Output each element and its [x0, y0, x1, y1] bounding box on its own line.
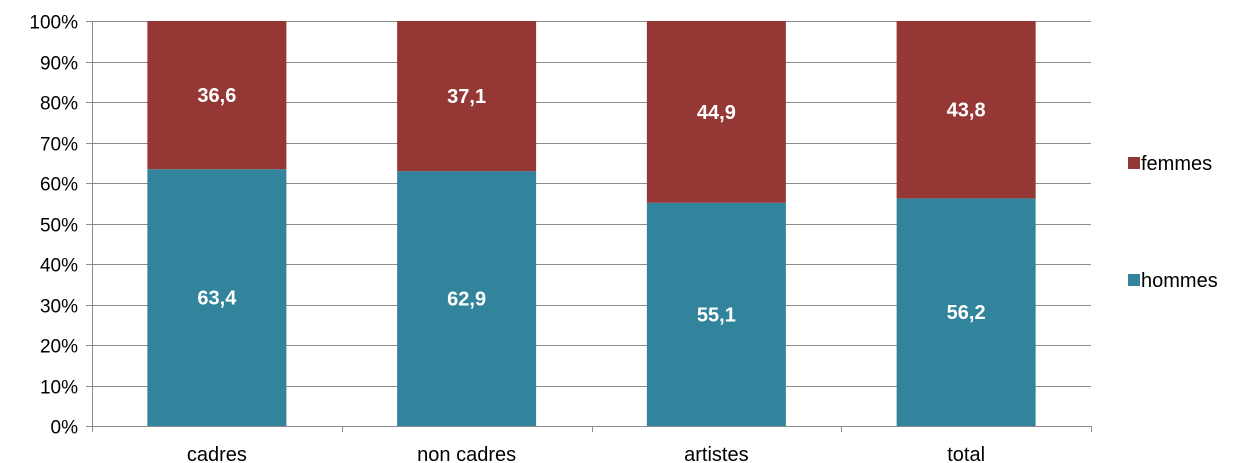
legend: femmes hommes — [1128, 153, 1218, 292]
data-label: 44,9 — [697, 102, 736, 124]
y-tick-label: 90% — [40, 54, 78, 75]
data-label: 36,6 — [197, 85, 236, 107]
legend-swatch-femmes — [1128, 157, 1140, 169]
y-tick-label: 10% — [40, 378, 78, 399]
bar-hommes — [147, 169, 287, 427]
bars: 63,4 36,6 62,9 37,1 55,1 44,9 56,2 43,8 — [147, 21, 1036, 427]
data-label: 55,1 — [697, 304, 736, 326]
data-label: 43,8 — [947, 100, 986, 122]
data-label: 63,4 — [197, 288, 237, 310]
y-tick-label: 100% — [29, 13, 78, 34]
bar-femmes — [147, 21, 287, 170]
x-tick-label: non cadres — [417, 444, 516, 463]
y-tick-label: 40% — [40, 256, 78, 277]
y-tick-label: 70% — [40, 135, 78, 156]
bar-hommes — [646, 202, 786, 426]
legend-label-hommes: hommes — [1141, 270, 1218, 292]
bar-hommes — [397, 171, 537, 426]
y-tick-label: 0% — [51, 418, 79, 439]
axes: 0% 10% 20% 30% 40% 50% 60% 70% 80% 90% 100% cadres n… — [29, 13, 1092, 463]
y-tick-label: 20% — [40, 337, 78, 358]
data-label: 62,9 — [447, 289, 486, 311]
data-label: 56,2 — [947, 302, 986, 324]
x-tick-label: total — [947, 444, 985, 463]
legend-label-femmes: femmes — [1141, 153, 1212, 175]
y-tick-label: 30% — [40, 297, 78, 318]
y-tick-label: 80% — [40, 94, 78, 115]
legend-swatch-hommes — [1128, 274, 1140, 286]
x-tick-label: artistes — [684, 444, 748, 463]
bar-hommes — [896, 198, 1036, 426]
y-tick-label: 50% — [40, 216, 78, 237]
bar-femmes — [646, 21, 786, 203]
x-tick-label: cadres — [187, 444, 247, 463]
bar-femmes — [397, 21, 537, 172]
y-tick-label: 60% — [40, 175, 78, 196]
bar-femmes — [896, 21, 1036, 199]
data-label: 37,1 — [447, 86, 486, 108]
